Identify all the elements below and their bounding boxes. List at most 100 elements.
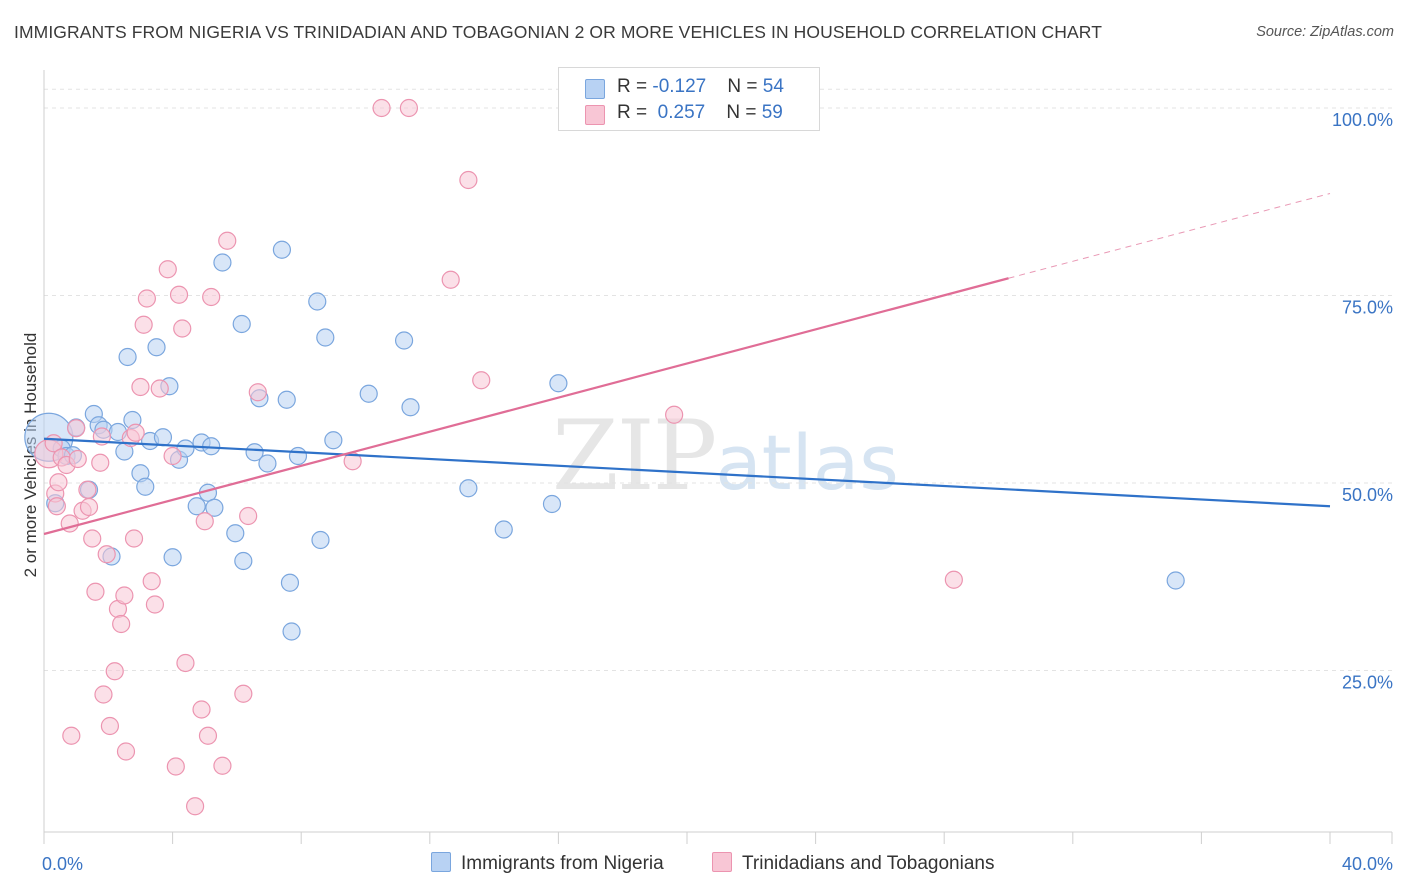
trini-trend-extension [1008,193,1331,279]
bottom-legend-nigeria: Immigrants from Nigeria [431,852,664,875]
trini-point [142,572,161,591]
nigeria-point [288,446,308,466]
nigeria-point [1166,571,1185,590]
legend-r-label: R = [617,102,653,123]
trini-point [86,582,105,601]
trini-point [472,371,491,390]
trini-point [169,285,189,304]
trini-point [105,662,124,681]
nigeria-point [359,384,378,403]
legend-text-trini: R = 0.257 N = 59 [617,102,783,124]
legend-r-value: 0.257 [652,102,706,123]
legend-n-label: N = [727,76,763,97]
trini-point [173,319,192,338]
trini-point [78,480,97,499]
trini-point [459,170,478,190]
trini-point [372,98,391,118]
legend-n-value: 54 [762,76,784,97]
trini-point [131,377,150,397]
trini-point [213,756,232,775]
trini-point [97,545,116,564]
nigeria-point [316,328,335,347]
trini-point [137,289,156,308]
nigeria-point [542,494,562,514]
trini-point [166,757,185,776]
stats-legend: R = -0.127 N = 54 R = 0.257 N = 59 [558,67,820,131]
nigeria-point [163,548,182,567]
trini-point [158,260,177,279]
legend-text-nigeria: R = -0.127 N = 54 [617,76,784,98]
trini-point [195,512,214,531]
legend-r-value: -0.127 [652,76,707,97]
trini-point [126,423,145,442]
nigeria-point [226,524,245,543]
trini-point [248,383,267,402]
trini-point [198,726,218,745]
nigeria-point [394,331,414,350]
nigeria-point [308,292,327,311]
trini-point [944,570,963,589]
watermark-zip: ZIP [552,400,717,512]
trini-point [124,529,144,548]
nigeria-point [311,530,330,550]
nigeria-point [136,477,155,496]
chart-title: IMMIGRANTS FROM NIGERIA VS TRINIDADIAN A… [14,22,1103,42]
trini-point [202,287,221,307]
nigeria-point [187,497,206,516]
nigeria-point [324,431,343,450]
trini-point [91,453,110,472]
trini-trend-line [43,277,1009,536]
y-tick-label: 50.0% [1342,485,1393,505]
trini-point [62,726,81,745]
trini-point [176,653,195,673]
bottom-legend-label-nigeria: Immigrants from Nigeria [461,853,664,874]
y-tick-label: 25.0% [1342,673,1393,693]
bottom-legend-swatch-trini [712,852,732,872]
y-tick-label: 75.0% [1342,298,1393,318]
nigeria-point [234,551,253,571]
trini-point [47,497,66,516]
legend-swatch-trini [585,105,605,125]
trini-point [239,506,258,526]
trini-point [94,685,113,704]
nigeria-point [282,622,301,641]
y-tick-label: 100.0% [1332,110,1393,130]
legend-n-label: N = [726,102,762,123]
trini-point [441,270,460,289]
trini-point [234,684,253,703]
trini-point [83,529,102,548]
x-tick-label-start: 0.0% [42,854,83,874]
nigeria-point [280,573,300,592]
trini-point [665,405,684,424]
nigeria-point [213,253,232,272]
nigeria-point [494,520,513,539]
trini-point [145,595,165,614]
legend-swatch-nigeria [585,79,605,99]
trini-point [399,98,419,118]
nigeria-point [147,338,166,357]
watermark: ZIPatlas [552,400,899,512]
nigeria-point [549,374,568,393]
trini-point [115,586,134,605]
nigeria-point [205,498,224,517]
trini-point [79,497,99,517]
nigeria-point [272,240,292,259]
trini-point [49,473,68,492]
nigeria-point [245,443,264,462]
trini-point [112,614,131,634]
source-label: Source: ZipAtlas.com [1256,24,1394,40]
nigeria-trend-line [43,437,1331,508]
trini-point [163,446,182,466]
nigeria-point [232,314,251,334]
trini-point [186,797,205,816]
trini-point [68,449,87,469]
trini-point [192,700,211,719]
trini-point [100,716,120,736]
x-tick-label-end: 40.0% [1342,854,1393,874]
y-axis-title: 2 or more Vehicles in Household [21,333,40,578]
trini-point [218,231,237,250]
trini-point [116,742,136,761]
trini-point [67,419,86,438]
nigeria-point [459,479,478,498]
